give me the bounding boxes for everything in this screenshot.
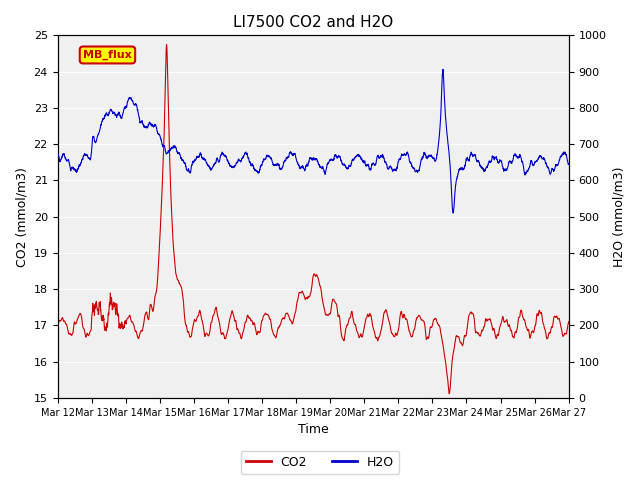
Text: MB_flux: MB_flux xyxy=(83,50,132,60)
Title: LI7500 CO2 and H2O: LI7500 CO2 and H2O xyxy=(233,15,393,30)
X-axis label: Time: Time xyxy=(298,423,328,436)
Y-axis label: CO2 (mmol/m3): CO2 (mmol/m3) xyxy=(15,167,28,266)
Y-axis label: H2O (mmol/m3): H2O (mmol/m3) xyxy=(612,167,625,267)
Legend: CO2, H2O: CO2, H2O xyxy=(241,451,399,474)
